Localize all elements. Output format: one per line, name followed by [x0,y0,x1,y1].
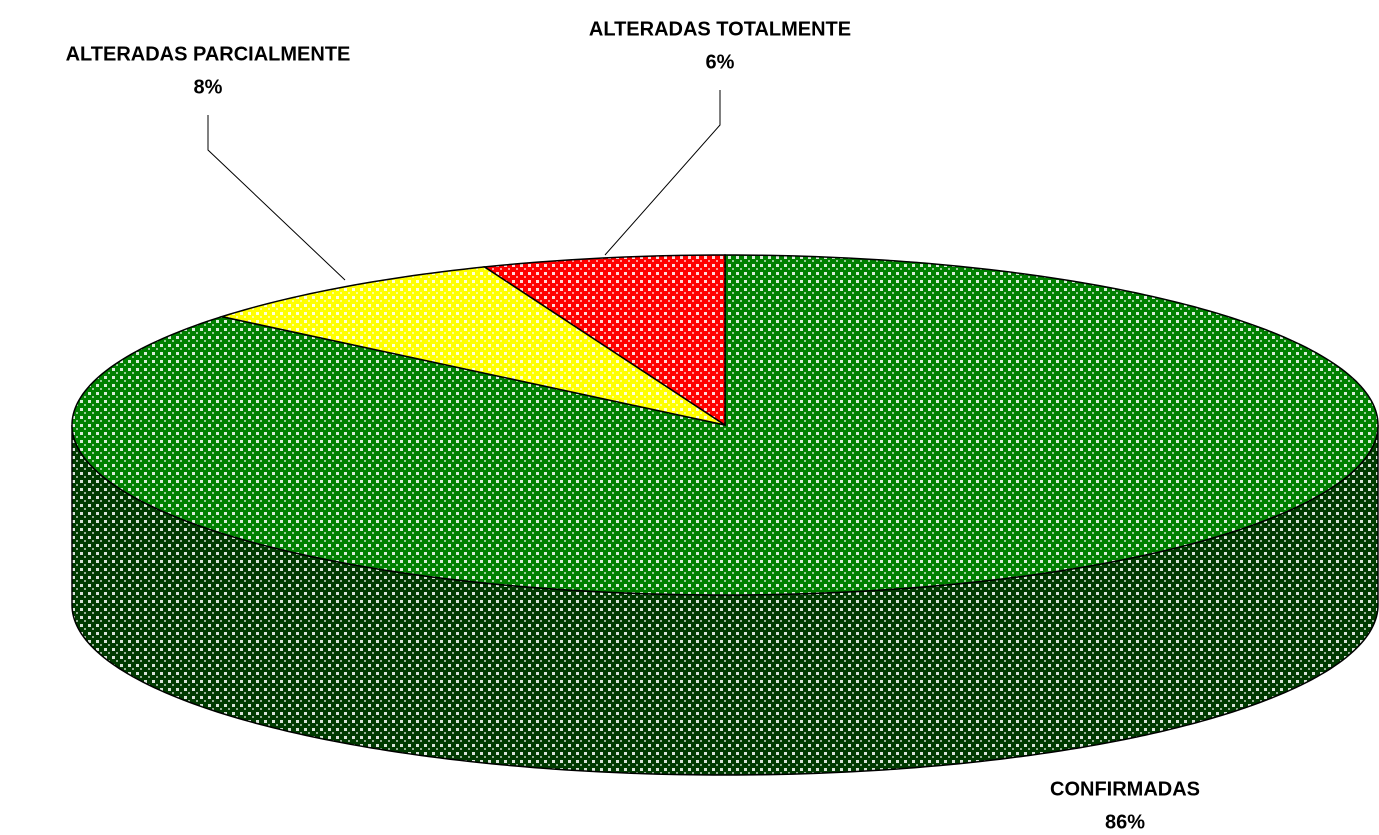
data-label-name: CONFIRMADAS [1050,778,1200,800]
leader-line [207,115,346,281]
pie-slice [482,254,726,427]
pie-slice [218,266,726,426]
data-label-name: ALTERADAS TOTALMENTE [589,18,851,40]
data-label-value: 6% [706,51,735,73]
data-label-value: 86% [1105,811,1145,833]
data-label-value: 8% [194,76,223,98]
leader-line [604,90,721,256]
data-label-name: ALTERADAS PARCIALMENTE [66,43,351,65]
